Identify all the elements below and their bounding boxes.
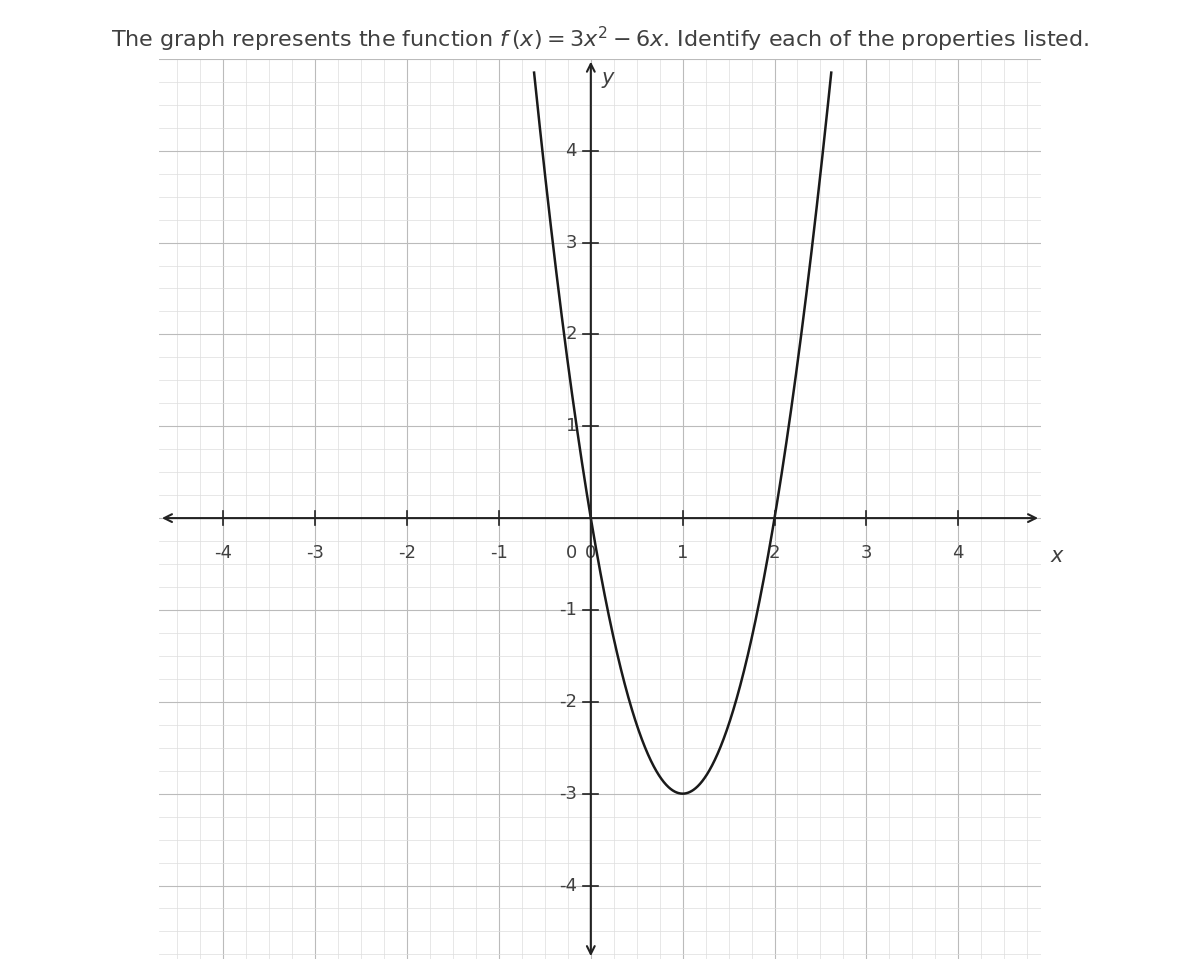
Text: -2: -2 [398, 543, 416, 562]
Text: x: x [1050, 545, 1062, 566]
Text: 0: 0 [586, 543, 596, 562]
Text: 3: 3 [860, 543, 872, 562]
Text: -2: -2 [559, 693, 577, 711]
Text: 2: 2 [565, 325, 577, 344]
Text: 4: 4 [953, 543, 964, 562]
Text: y: y [602, 68, 614, 88]
Text: -4: -4 [215, 543, 233, 562]
Text: 1: 1 [565, 417, 577, 435]
Text: 1: 1 [677, 543, 689, 562]
Text: -4: -4 [559, 877, 577, 894]
Text: -1: -1 [559, 601, 577, 618]
Text: -3: -3 [306, 543, 324, 562]
Text: The graph represents the function $f\,(x) = 3x^2 - 6x$. Identify each of the pro: The graph represents the function $f\,(x… [110, 24, 1090, 54]
Text: -3: -3 [559, 785, 577, 803]
Text: 3: 3 [565, 234, 577, 251]
Text: 2: 2 [769, 543, 780, 562]
Text: 4: 4 [565, 141, 577, 160]
Text: -1: -1 [490, 543, 508, 562]
Text: 0: 0 [565, 543, 577, 562]
